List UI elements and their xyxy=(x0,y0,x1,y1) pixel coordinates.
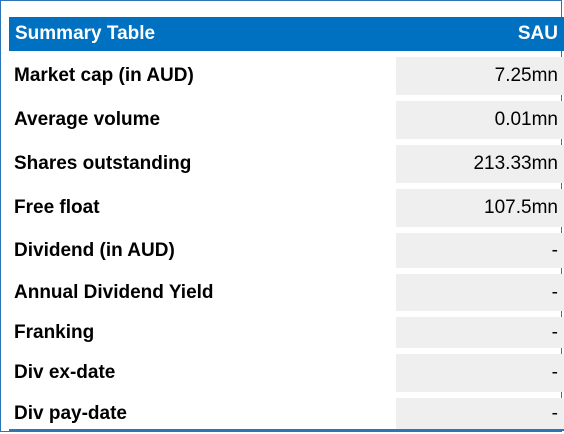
table-row: Annual Dividend Yield - xyxy=(9,274,564,311)
row-value-shares-outstanding: 213.33mn xyxy=(396,145,564,183)
table-header: Summary Table SAU xyxy=(9,17,564,51)
table-row: Shares outstanding 213.33mn xyxy=(9,145,564,183)
row-value-average-volume: 0.01mn xyxy=(396,101,564,139)
row-value-free-float: 107.5mn xyxy=(396,189,564,227)
row-value-div-pay-date: - xyxy=(396,398,564,430)
row-value-franking: - xyxy=(396,317,564,348)
table-row: Div pay-date - xyxy=(9,398,564,430)
table-row: Average volume 0.01mn xyxy=(9,101,564,139)
table-row: Div ex-date - xyxy=(9,354,564,392)
row-label-average-volume: Average volume xyxy=(14,109,161,130)
table-bottom-border xyxy=(9,429,564,431)
table-row: Market cap (in AUD) 7.25mn xyxy=(9,57,564,95)
row-label-market-cap: Market cap (in AUD) xyxy=(14,65,194,86)
row-label-annual-dividend-yield: Annual Dividend Yield xyxy=(14,281,214,303)
table-row: Dividend (in AUD) - xyxy=(9,233,564,268)
row-label-free-float: Free float xyxy=(14,197,100,218)
row-value-market-cap: 7.25mn xyxy=(396,57,564,95)
row-label-franking: Franking xyxy=(14,321,95,343)
row-value-div-ex-date: - xyxy=(396,354,564,392)
ticker-label: SAU xyxy=(517,23,558,44)
row-label-dividend: Dividend (in AUD) xyxy=(14,239,175,261)
summary-table: Summary Table SAU Market cap (in AUD) 7.… xyxy=(9,17,564,430)
row-label-shares-outstanding: Shares outstanding xyxy=(14,153,192,174)
table-row: Franking - xyxy=(9,317,564,348)
table-title: Summary Table xyxy=(15,23,156,44)
row-label-div-ex-date: Div ex-date xyxy=(14,362,116,383)
row-label-div-pay-date: Div pay-date xyxy=(14,403,127,424)
table-row: Free float 107.5mn xyxy=(9,189,564,227)
row-value-dividend: - xyxy=(396,233,564,268)
row-value-annual-dividend-yield: - xyxy=(396,274,564,311)
